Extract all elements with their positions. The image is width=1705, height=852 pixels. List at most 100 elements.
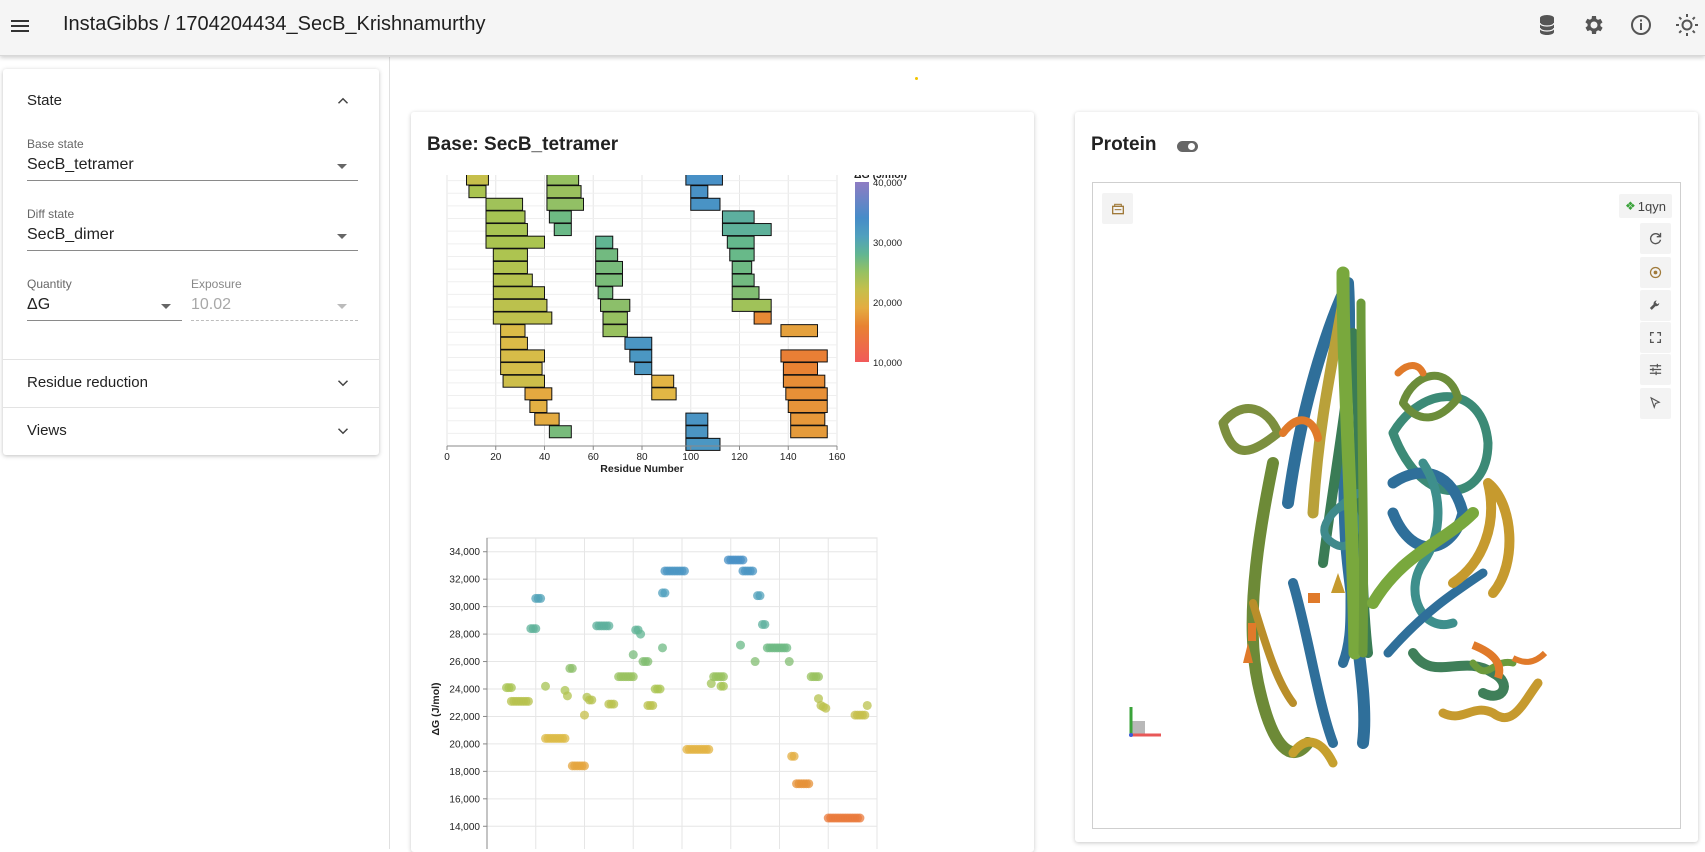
dropdown-arrow-icon[interactable] (161, 304, 171, 309)
x-tick-label: 100 (682, 452, 699, 463)
protein-toggle[interactable] (1177, 141, 1198, 152)
molstar-logo-icon: ❖ (1625, 199, 1636, 213)
peptide-bar (546, 175, 580, 186)
fullscreen-button[interactable] (1640, 322, 1671, 353)
molecule-viewer[interactable]: ❖ 1qyn (1092, 182, 1681, 829)
exposure-select: 10.02 (191, 296, 232, 313)
legend-tick-label: 20,000 (873, 298, 902, 309)
peptide-bar (500, 336, 528, 350)
data-point (562, 691, 572, 701)
data-point (706, 679, 716, 689)
dropdown-arrow-icon[interactable] (337, 234, 347, 239)
menu-icon[interactable] (8, 14, 32, 38)
data-point (821, 703, 831, 713)
dropdown-arrow-icon (337, 304, 347, 309)
cursor-icon (1650, 396, 1661, 410)
peptide-bar (500, 349, 545, 363)
app-bar: InstaGibbs / 1704204434_SecB_Krishnamurt… (0, 0, 1705, 56)
peptide-bar (600, 298, 631, 312)
data-point (604, 621, 614, 631)
tools-button[interactable] (1640, 290, 1671, 321)
select-mode-button[interactable] (1640, 388, 1671, 419)
residue-reduction-title[interactable]: Residue reduction (27, 374, 148, 391)
peptide-bar (548, 210, 572, 224)
settings-button[interactable] (1640, 354, 1671, 385)
data-point (804, 779, 814, 789)
x-tick-label: 0 (444, 452, 450, 463)
peptide-bar (595, 248, 619, 262)
y-tick-label: 30,000 (449, 602, 480, 613)
chevron-up-icon[interactable] (334, 92, 352, 110)
info-icon[interactable] (1629, 13, 1653, 37)
data-point (506, 683, 516, 693)
divider (3, 407, 379, 408)
data-point (784, 657, 794, 667)
data-point (679, 566, 689, 576)
diff-state-underline (27, 250, 358, 251)
views-title[interactable]: Views (27, 422, 67, 439)
data-point (760, 619, 770, 629)
protein-panel-title: Protein (1091, 134, 1157, 155)
x-tick-label: 120 (731, 452, 748, 463)
peptide-bar (602, 324, 628, 338)
x-axis-label: Residue Number (600, 463, 683, 475)
x-tick-label: 60 (588, 452, 600, 463)
snapshot-button[interactable] (1640, 257, 1671, 288)
peptide-bar (634, 362, 653, 376)
x-tick-label: 160 (829, 452, 846, 463)
axes-gizmo (1129, 707, 1161, 737)
peptide-bar (790, 425, 828, 439)
toggle-knob (1188, 143, 1195, 150)
data-point (587, 695, 597, 705)
peptide-bar (721, 210, 755, 224)
diff-state-label: Diff state (27, 207, 75, 221)
data-point (855, 813, 865, 823)
peptide-bar (524, 387, 553, 401)
base-state-select[interactable]: SecB_tetramer (27, 156, 134, 173)
legend-tick-label: 10,000 (873, 358, 902, 369)
gear-icon[interactable] (1581, 13, 1605, 37)
database-icon[interactable] (1535, 13, 1559, 37)
data-point (636, 629, 646, 639)
x-tick-label: 140 (780, 452, 797, 463)
data-point (628, 672, 638, 682)
chevron-down-icon[interactable] (334, 374, 352, 392)
dropdown-arrow-icon[interactable] (337, 164, 347, 169)
data-point (738, 555, 748, 565)
quantity-underline (27, 320, 182, 321)
peptide-bar (782, 362, 818, 376)
pdb-id-badge[interactable]: ❖ 1qyn (1619, 194, 1672, 218)
peptide-bar (500, 362, 543, 376)
data-point (718, 672, 728, 682)
peptide-bar (492, 260, 528, 274)
quantity-label: Quantity (27, 277, 72, 291)
sidebar: State Base state SecB_tetramer Diff stat… (0, 57, 390, 849)
quantity-select[interactable]: ΔG (27, 296, 51, 313)
peptide-bar (595, 260, 623, 274)
brightness-icon[interactable] (1675, 13, 1699, 37)
peptide-bar (731, 298, 772, 312)
screenshot-button[interactable] (1102, 193, 1133, 224)
legend-tick-label: 30,000 (873, 238, 902, 249)
data-point (580, 761, 589, 771)
chevron-down-icon[interactable] (334, 422, 352, 440)
peptide-bar (485, 223, 528, 237)
y-tick-label: 20,000 (449, 739, 480, 750)
data-point (628, 650, 638, 660)
peptide-bar (485, 210, 526, 224)
peptide-bar (502, 374, 545, 388)
diff-state-select[interactable]: SecB_dimer (27, 226, 115, 243)
peptide-bar (548, 425, 572, 439)
peptide-bar (466, 175, 489, 186)
camera-aperture-icon (1649, 266, 1662, 279)
data-point (541, 681, 550, 691)
peptide-bar (492, 273, 533, 287)
peptide-coverage-chart: 0 20 40 60 80 100 120 140 160 Residue Number ΔG (J… (444, 175, 907, 475)
reset-camera-button[interactable] (1640, 223, 1671, 254)
peptide-bar (534, 412, 560, 426)
state-section-title[interactable]: State (27, 92, 63, 109)
data-point (580, 710, 589, 720)
peptide-bar (595, 235, 614, 249)
data-point (782, 643, 792, 653)
peptide-bar (790, 412, 826, 426)
